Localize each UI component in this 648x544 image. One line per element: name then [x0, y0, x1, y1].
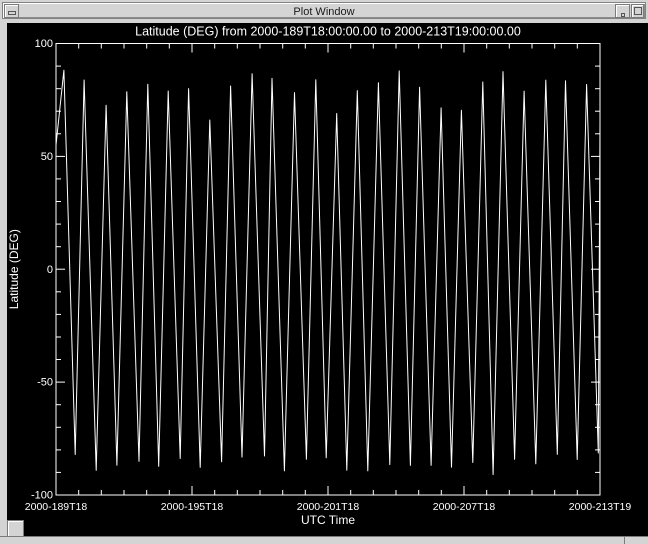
- svg-text:Latitude (DEG): Latitude (DEG): [7, 229, 21, 309]
- svg-text:2000-195T18: 2000-195T18: [161, 501, 224, 513]
- svg-text:-50: -50: [37, 377, 53, 389]
- svg-text:2000-207T18: 2000-207T18: [433, 501, 496, 513]
- svg-text:2000-201T18: 2000-201T18: [297, 501, 360, 513]
- svg-text:Latitude (DEG) from 2000-189T1: Latitude (DEG) from 2000-189T18:00:00.00…: [135, 25, 521, 39]
- svg-text:50: 50: [41, 151, 53, 163]
- svg-text:2000-213T19: 2000-213T19: [569, 501, 632, 513]
- svg-text:-100: -100: [31, 490, 53, 502]
- svg-text:2000-189T18: 2000-189T18: [25, 501, 88, 513]
- svg-text:UTC Time: UTC Time: [301, 513, 355, 527]
- svg-text:100: 100: [35, 38, 53, 50]
- svg-text:0: 0: [47, 264, 53, 276]
